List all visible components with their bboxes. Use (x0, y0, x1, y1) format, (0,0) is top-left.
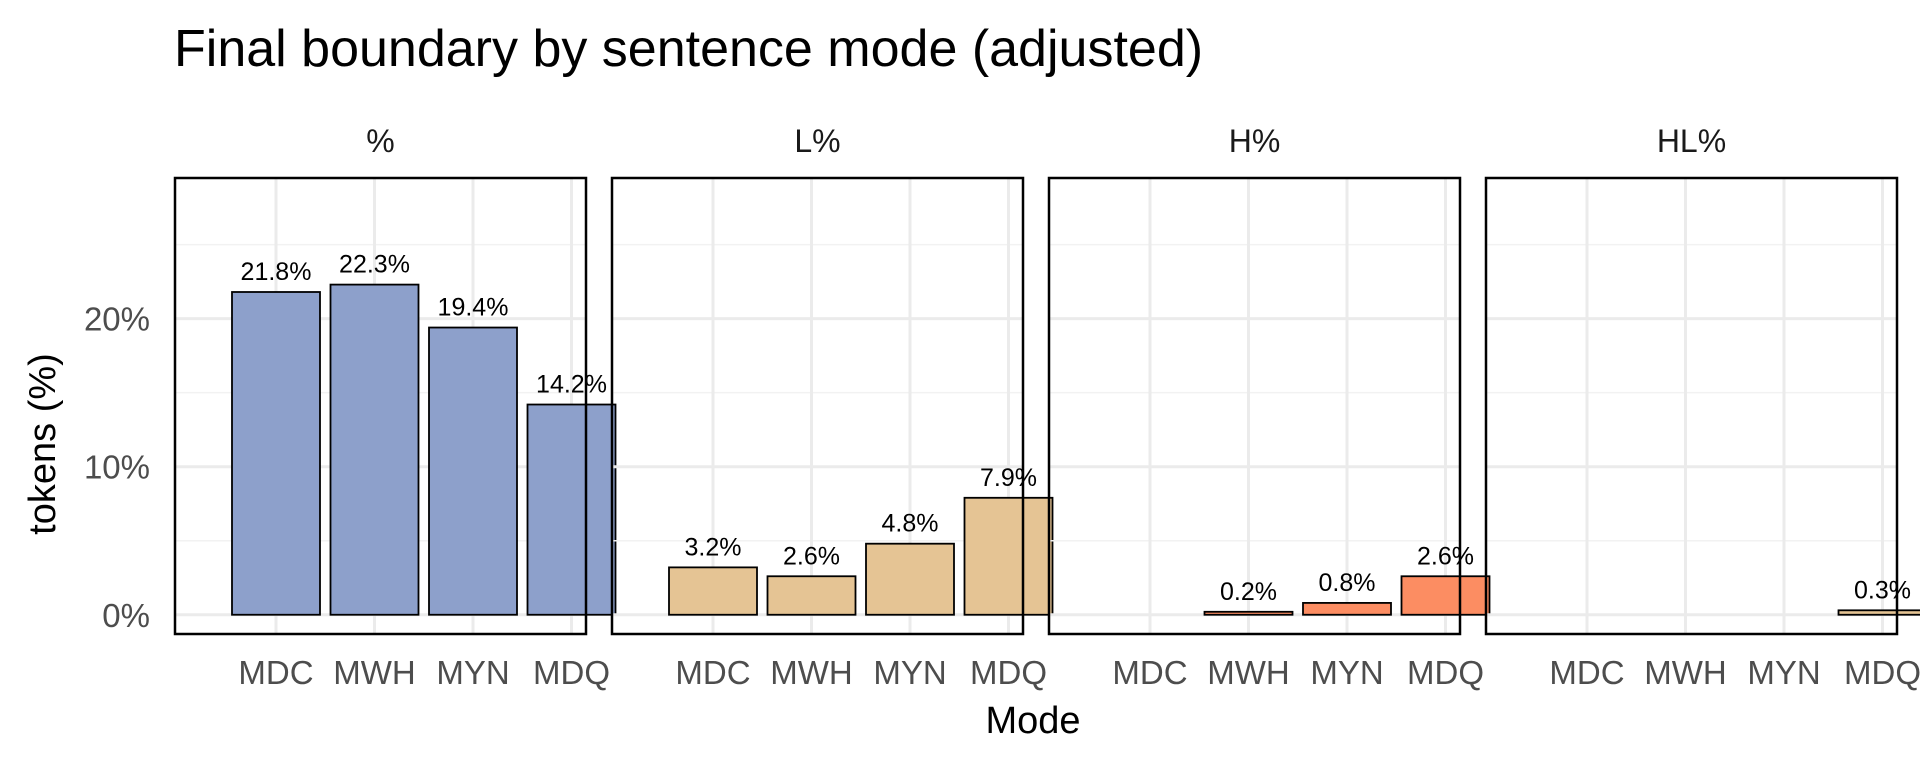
x-tick-label: MWH (333, 654, 415, 691)
y-axis-label: tokens (%) (22, 353, 64, 535)
bar (963, 496, 1054, 616)
bar (865, 542, 955, 616)
bar (1203, 610, 1294, 616)
panel-border (610, 176, 1025, 636)
data-label: 21.8% (241, 258, 312, 286)
chart-title: Final boundary by sentence mode (adjuste… (174, 20, 1203, 78)
facet-strip-label: HL% (1657, 123, 1726, 159)
data-label: 19.4% (438, 294, 509, 322)
bar (1400, 575, 1491, 616)
data-label: 2.6% (1417, 542, 1474, 570)
x-tick-label: MWH (770, 654, 852, 691)
facet-strip-label: L% (794, 123, 840, 159)
x-tick-label: MDC (675, 654, 750, 691)
panels: % 21.8% MDC 22.3% MWH 19.4% MYN 14.2% MDQ L% 3.2% M… (173, 123, 1920, 691)
facet-panel: H% MDC 0.2% MWH 0.8% MYN 2.6% MDQ (1047, 123, 1491, 691)
x-tick-label: MYN (436, 654, 509, 691)
bar (766, 575, 857, 616)
y-axis-ticks: 0% 10% 20% (84, 301, 150, 634)
y-tick-label: 20% (84, 301, 150, 338)
data-label: 7.9% (980, 464, 1037, 492)
x-tick-label: MDQ (1407, 654, 1484, 691)
data-label: 2.6% (783, 542, 840, 570)
y-tick-label: 10% (84, 449, 150, 486)
x-tick-label: MDC (238, 654, 313, 691)
data-label: 0.3% (1854, 576, 1911, 604)
bar (329, 283, 420, 616)
bar (231, 291, 321, 616)
facet-strip-label: H% (1229, 123, 1281, 159)
y-tick-label: 0% (102, 597, 150, 634)
bar (526, 403, 617, 616)
x-tick-label: MDC (1549, 654, 1624, 691)
x-tick-label: MDQ (533, 654, 610, 691)
bar (428, 326, 518, 616)
panel-border (173, 176, 588, 636)
x-tick-label: MDQ (970, 654, 1047, 691)
facet-panel: L% 3.2% MDC 2.6% MWH 4.8% MYN 7.9% MDQ (610, 123, 1054, 691)
data-label: 4.8% (882, 510, 939, 538)
x-tick-label: MWH (1644, 654, 1726, 691)
x-tick-label: MWH (1207, 654, 1289, 691)
facet-panel: % 21.8% MDC 22.3% MWH 19.4% MYN 14.2% MDQ (173, 123, 617, 691)
data-label: 14.2% (536, 371, 607, 399)
x-tick-label: MYN (873, 654, 946, 691)
data-label: 0.2% (1220, 578, 1277, 606)
x-tick-label: MYN (1747, 654, 1820, 691)
panel-border (1484, 176, 1899, 636)
bar (668, 566, 758, 616)
panel-border (1047, 176, 1462, 636)
gridlines (1486, 178, 1897, 634)
data-label: 0.8% (1319, 569, 1376, 597)
x-axis-label: Mode (985, 700, 1080, 742)
x-tick-label: MDQ (1844, 654, 1920, 691)
bar (1302, 602, 1392, 616)
facet-panel: HL% MDC MWH MYN 0.3% MDQ (1484, 123, 1920, 691)
data-label: 3.2% (685, 533, 742, 561)
data-label: 22.3% (339, 251, 410, 279)
gridlines (1049, 178, 1460, 634)
x-tick-label: MYN (1310, 654, 1383, 691)
bar (1837, 609, 1920, 616)
x-tick-label: MDC (1112, 654, 1187, 691)
facet-strip-label: % (366, 123, 394, 159)
